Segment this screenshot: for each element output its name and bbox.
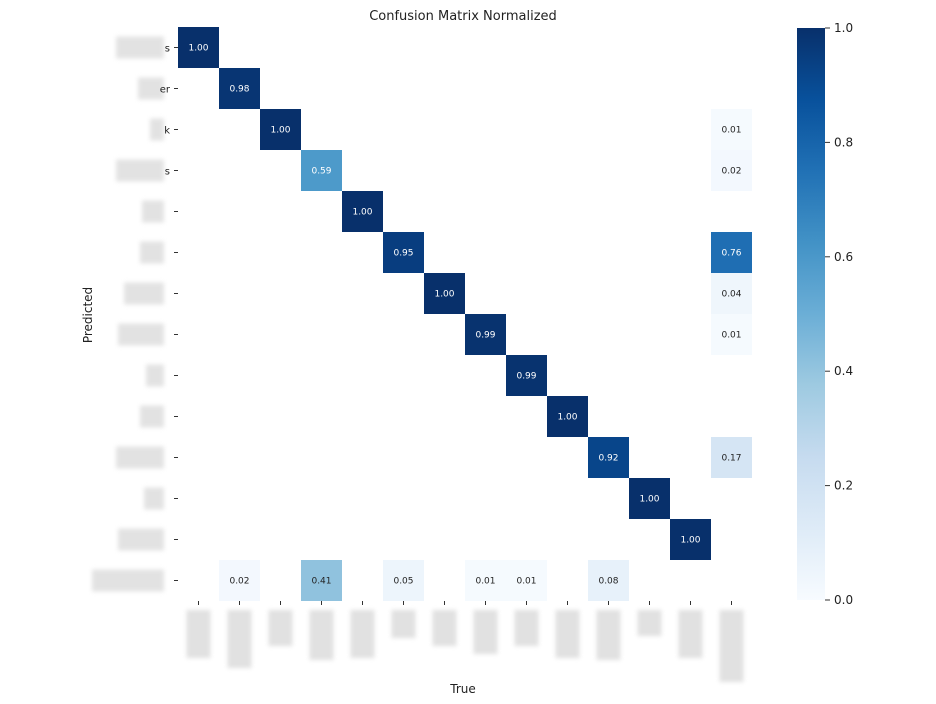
heatmap-cell: [424, 273, 465, 314]
redacted-row-label: [150, 118, 164, 141]
x-axis-label: True: [449, 682, 476, 696]
redacted-column-label: [678, 610, 703, 658]
cell-value-label: 0.05: [393, 577, 413, 587]
heatmap-cell: [301, 560, 342, 601]
cell-value-label: 0.99: [516, 372, 536, 382]
redacted-row-label: [116, 36, 164, 59]
redacted-row-label: [92, 569, 164, 592]
heatmap-cell: [178, 27, 219, 68]
heatmap-cell: [219, 68, 260, 109]
redacted-column-label: [637, 610, 662, 636]
heatmap-cell: [301, 150, 342, 191]
redacted-column-label: [227, 610, 252, 668]
heatmap-cell: [465, 314, 506, 355]
heatmap-cells: 1.00 0.98 1.00 0.01 0.59 0.02 1.00 0.95 0.76 1.00…: [178, 27, 752, 601]
cell-value-label: 0.76: [721, 249, 741, 259]
redacted-row-label: [140, 405, 164, 428]
redacted-column-label: [350, 610, 375, 658]
row-tick-label: er: [160, 85, 171, 96]
redacted-row-label: [116, 446, 164, 469]
colorbar-tick-label: 0.0: [834, 593, 853, 607]
cell-value-label: 0.99: [475, 331, 495, 341]
chart-title: Confusion Matrix Normalized: [369, 9, 557, 24]
redacted-column-label: [432, 610, 457, 646]
redacted-column-label: [596, 610, 621, 660]
cell-value-label: 1.00: [270, 126, 290, 136]
cell-value-label: 1.00: [352, 208, 372, 218]
cell-value-label: 0.98: [229, 85, 249, 95]
cell-value-label: 0.02: [229, 577, 249, 587]
cell-value-label: 0.01: [721, 331, 741, 341]
cell-value-label: 0.01: [475, 577, 495, 587]
cell-value-label: 1.00: [188, 44, 208, 54]
heatmap-cell: [547, 396, 588, 437]
cell-value-label: 0.95: [393, 249, 413, 259]
heatmap-cell: [342, 191, 383, 232]
redacted-row-label: [118, 323, 164, 346]
cell-value-label: 1.00: [434, 290, 454, 300]
heatmap-cell: [260, 109, 301, 150]
colorbar-tick-label: 0.6: [834, 250, 853, 264]
redacted-row-label: [140, 241, 164, 264]
colorbar-tick-label: 1.0: [834, 21, 853, 35]
row-ticks: s er k s: [160, 44, 178, 581]
colorbar-tick-label: 0.4: [834, 364, 853, 378]
heatmap-cell: [711, 273, 752, 314]
cell-value-label: 1.00: [680, 536, 700, 546]
redacted-row-label: [146, 364, 164, 387]
redacted-row-label: [144, 487, 164, 510]
colorbar: [797, 28, 825, 600]
cell-value-label: 1.00: [557, 413, 577, 423]
column-ticks: [198, 601, 732, 605]
heatmap-cell: [711, 232, 752, 273]
redacted-column-label: [186, 610, 211, 658]
heatmap-cell: [629, 478, 670, 519]
heatmap-cell: [219, 560, 260, 601]
redacted-column-label: [719, 610, 744, 682]
cell-value-label: 0.41: [311, 577, 331, 587]
redacted-column-label: [514, 610, 539, 646]
row-tick-label: k: [164, 126, 170, 137]
heatmap-cell: [465, 560, 506, 601]
cell-value-label: 0.01: [721, 126, 741, 136]
redacted-row-label: [142, 200, 164, 223]
heatmap-cell: [588, 437, 629, 478]
redacted-row-label: [138, 77, 164, 100]
heatmap-cell: [383, 232, 424, 273]
colorbar-ticks: 0.0 0.2 0.4 0.6 0.8 1.0: [825, 21, 853, 607]
cell-value-label: 0.92: [598, 454, 618, 464]
cell-value-label: 0.01: [516, 577, 536, 587]
cell-value-label: 0.59: [311, 167, 331, 177]
cell-value-label: 0.08: [598, 577, 618, 587]
heatmap-cell: [670, 519, 711, 560]
heatmap-cell: [588, 560, 629, 601]
redacted-row-label: [118, 528, 164, 551]
cell-value-label: 1.00: [639, 495, 659, 505]
heatmap-cell: [711, 150, 752, 191]
heatmap-cell: [711, 314, 752, 355]
cell-value-label: 0.17: [721, 454, 741, 464]
cell-value-label: 0.04: [721, 290, 741, 300]
colorbar-tick-label: 0.2: [834, 479, 853, 493]
colorbar-tick-label: 0.8: [834, 135, 853, 149]
redacted-column-label: [473, 610, 498, 654]
redacted-column-label: [391, 610, 416, 638]
heatmap-cell: [711, 109, 752, 150]
y-axis-label: Predicted: [81, 287, 95, 343]
redacted-column-label: [555, 610, 580, 658]
row-tick-label: s: [165, 167, 170, 178]
redacted-row-label: [116, 159, 164, 182]
redacted-tick-labels: [92, 36, 744, 682]
heatmap-cell: [506, 560, 547, 601]
heatmap-cell: [711, 437, 752, 478]
redacted-column-label: [309, 610, 334, 660]
row-tick-label: s: [165, 44, 170, 55]
redacted-row-label: [124, 282, 164, 305]
heatmap-cell: [383, 560, 424, 601]
redacted-column-label: [268, 610, 293, 646]
cell-value-label: 0.02: [721, 167, 741, 177]
heatmap-cell: [506, 355, 547, 396]
